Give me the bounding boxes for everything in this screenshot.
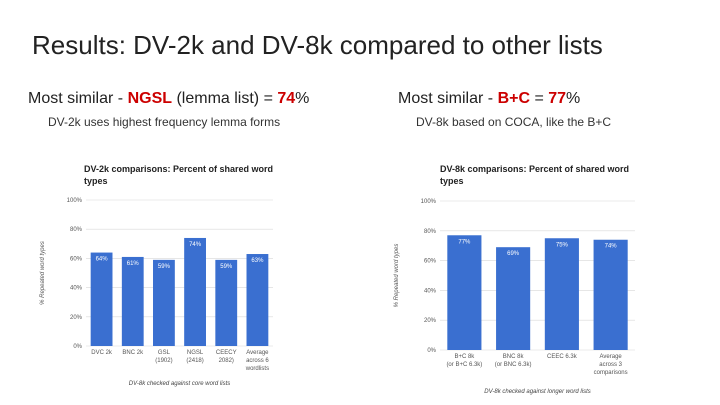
dv2k-data-label: 61% bbox=[127, 261, 140, 267]
dv2k-category-label: (2418) bbox=[186, 358, 203, 364]
dv2k-y-axis-label: % Repeated word types bbox=[40, 241, 46, 305]
dv8k-y-tick: 100% bbox=[421, 199, 437, 205]
dv2k-bar bbox=[90, 252, 113, 346]
left-heading-suffix: % bbox=[295, 90, 310, 107]
dv8k-data-label: 77% bbox=[458, 239, 471, 245]
right-subheading: DV-8k based on COCA, like the B+C bbox=[416, 115, 612, 129]
dv8k-y-axis-label: % Repeated word types bbox=[394, 244, 400, 308]
dv2k-bar bbox=[184, 237, 206, 346]
right-heading-highlight: B+C bbox=[497, 90, 531, 107]
dv2k-category-label: across 6 bbox=[246, 358, 269, 364]
dv8k-category-label: across 3 bbox=[599, 362, 622, 368]
dv8k-title-line: DV-8k comparisons: Percent of shared wor… bbox=[440, 164, 629, 174]
right-heading: Most similar - B+C = 77% bbox=[398, 90, 580, 108]
dv8k-y-tick: 60% bbox=[424, 259, 437, 265]
right-heading-value: 77 bbox=[548, 90, 567, 107]
dv2k-category-label: GSL bbox=[158, 350, 171, 356]
right-heading-suffix: % bbox=[566, 90, 581, 107]
dv2k-x-axis-label: DV-8k checked against core word lists bbox=[129, 381, 231, 387]
dv8k-title-line: types bbox=[440, 176, 464, 186]
dv2k-data-label: 59% bbox=[220, 264, 233, 270]
dv8k-bar bbox=[496, 247, 531, 350]
left-subheading: DV-2k uses highest frequency lemma forms bbox=[48, 115, 281, 129]
dv8k-category-label: B+C 8k bbox=[454, 354, 475, 360]
dv2k-title-line: DV-2k comparisons: Percent of shared wor… bbox=[84, 164, 273, 174]
dv2k-y-tick: 20% bbox=[70, 315, 83, 321]
dv8k-category-label: Average bbox=[600, 354, 623, 360]
left-heading-middle: (lemma list) = bbox=[172, 90, 278, 107]
dv8k-y-tick: 0% bbox=[427, 348, 436, 354]
dv8k-x-axis-label: DV-8k checked against longer word lists bbox=[484, 389, 591, 395]
dv2k-category-label: (1902) bbox=[155, 358, 172, 364]
left-heading-prefix: Most similar - bbox=[28, 90, 128, 107]
dv2k-category-label: Average bbox=[246, 350, 269, 356]
dv2k-category-label: BNC 2k bbox=[122, 350, 144, 356]
left-heading: Most similar - NGSL (lemma list) = 74% bbox=[28, 90, 309, 108]
dv8k-y-tick: 20% bbox=[424, 318, 437, 324]
dv2k-y-tick: 80% bbox=[70, 227, 83, 233]
left-heading-highlight: NGSL bbox=[127, 90, 173, 107]
dv8k-bar bbox=[544, 238, 579, 350]
dv8k-data-label: 69% bbox=[507, 251, 520, 257]
dv8k-category-label: (or B+C 6.3k) bbox=[446, 362, 482, 368]
dv8k-bar bbox=[593, 239, 628, 350]
dv2k-category-label: wordlists bbox=[245, 366, 269, 372]
dv2k-y-tick: 0% bbox=[73, 344, 82, 350]
dv2k-y-tick: 40% bbox=[70, 286, 83, 292]
dv2k-category-label: DVC 2k bbox=[91, 350, 113, 356]
dv2k-category-label: NGSL bbox=[187, 350, 204, 356]
dv2k-data-label: 59% bbox=[158, 264, 171, 270]
dv8k-category-label: CEEC 6.3k bbox=[547, 354, 578, 360]
dv8k-category-label: (or BNC 6.3k) bbox=[495, 362, 532, 368]
right-heading-middle: = bbox=[530, 90, 549, 107]
left-heading-value: 74 bbox=[277, 90, 296, 107]
dv2k-data-label: 64% bbox=[96, 257, 109, 263]
dv2k-category-label: CEECY bbox=[216, 350, 237, 356]
dv2k-bar bbox=[153, 259, 175, 346]
dv2k-title-line: types bbox=[84, 176, 108, 186]
dv2k-bar bbox=[246, 254, 269, 346]
dv2k-y-tick: 100% bbox=[67, 198, 83, 204]
dv2k-data-label: 63% bbox=[251, 258, 264, 264]
dv2k-data-label: 74% bbox=[189, 242, 202, 248]
dv8k-data-label: 75% bbox=[556, 242, 569, 248]
dv2k-category-label: 2082) bbox=[219, 358, 234, 364]
dv2k-bar bbox=[215, 259, 238, 346]
dv8k-bar bbox=[447, 235, 482, 350]
dv2k-y-tick: 60% bbox=[70, 256, 83, 262]
dv8k-category-label: comparisons bbox=[594, 370, 628, 376]
slide-title: Results: DV-2k and DV-8k compared to oth… bbox=[32, 30, 603, 60]
dv8k-category-label: BNC 8k bbox=[503, 354, 525, 360]
dv8k-data-label: 74% bbox=[605, 244, 618, 250]
dv2k-bar bbox=[121, 256, 144, 346]
dv8k-y-tick: 80% bbox=[424, 229, 437, 235]
right-heading-prefix: Most similar - bbox=[398, 90, 498, 107]
dv8k-y-tick: 40% bbox=[424, 288, 437, 294]
